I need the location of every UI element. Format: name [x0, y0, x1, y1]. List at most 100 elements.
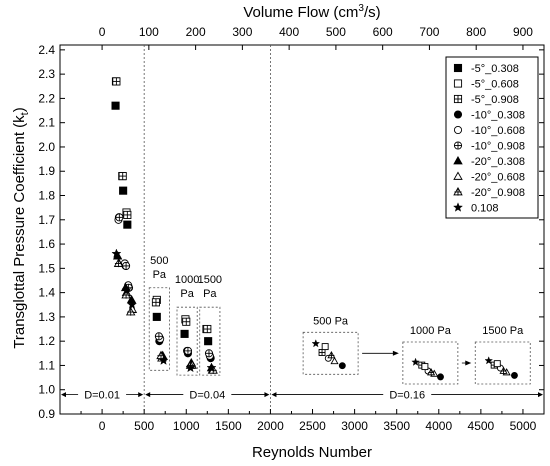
legend-item: -20°_0.308: [453, 155, 525, 168]
y-tick-label: 0.9: [38, 407, 55, 421]
inset-box: [474, 341, 531, 385]
series-9: [111, 248, 217, 373]
data-point: [158, 355, 169, 365]
top-tick-label: 500: [326, 25, 346, 39]
legend-marker: [453, 202, 463, 212]
data-point: [111, 101, 120, 110]
top-tick-label: 0: [99, 25, 106, 39]
legend-label: -20°_0.308: [471, 156, 525, 168]
cluster-label: 1000: [175, 274, 199, 286]
data-point: [182, 317, 191, 326]
legend-label: -10°_0.308: [471, 110, 525, 122]
legend-label: -20°_0.608: [471, 172, 525, 184]
legend-item: 0.108: [453, 202, 499, 215]
x-tick-label: 4000: [425, 419, 452, 433]
d-arrow-head: [264, 392, 270, 398]
inset-data-point: [511, 371, 518, 379]
y-tick-label: 2.1: [38, 116, 55, 130]
y-tick-label: 1.9: [38, 164, 55, 178]
cluster-label: 1500: [198, 274, 222, 286]
top-tick-label: 600: [373, 25, 393, 39]
data-point: [204, 337, 213, 346]
data-point: [183, 346, 192, 355]
legend-item: -10°_0.608: [453, 125, 525, 137]
x-axis-title: Reynolds Number: [252, 444, 372, 461]
inset-data-point: [311, 339, 321, 348]
legend-marker: [453, 110, 463, 119]
y-tick-label: 1.3: [38, 310, 55, 324]
legend-item: -5°_0.608: [453, 79, 519, 91]
inset-data-point: [321, 343, 329, 351]
legend-item: -5°_0.308: [453, 63, 519, 75]
top-tick-label: 100: [139, 25, 159, 39]
cluster-label: 500: [150, 255, 168, 267]
inset-data-point: [493, 360, 501, 368]
inset-data-point: [330, 356, 339, 365]
d-arrow-head: [138, 392, 144, 398]
data-point: [123, 220, 132, 229]
data-point: [180, 329, 189, 338]
inset-data-point: [484, 356, 493, 365]
d-region-label: D=0.16: [389, 390, 425, 402]
x-tick-label: 0: [99, 419, 106, 433]
data-point: [113, 258, 124, 268]
y-tick-label: 1.5: [38, 261, 55, 275]
cluster-label: Pa: [153, 269, 167, 281]
y-tick-label: 2.4: [38, 43, 55, 57]
cluster-label: Pa: [203, 288, 217, 300]
inset-points: [484, 356, 518, 379]
d-region-label: D=0.04: [189, 390, 225, 402]
inset-data-point: [427, 368, 436, 376]
data-point: [154, 332, 163, 341]
x-tick-label: 500: [134, 419, 154, 433]
x-tick-label: 2000: [257, 419, 284, 433]
x-tick-label: 3000: [341, 419, 368, 433]
inset-arrow-head: [465, 360, 472, 366]
d-arrow-head: [271, 392, 277, 398]
top-tick-label: 900: [513, 25, 533, 39]
legend-label: -5°_0.908: [471, 94, 519, 106]
data-point: [111, 248, 122, 259]
inset-data-point: [327, 351, 336, 359]
inset-label: 1000 Pa: [410, 325, 452, 337]
y-tick-label: 1.0: [38, 383, 55, 397]
data-point: [125, 306, 136, 316]
top-tick-label: 300: [232, 25, 252, 39]
data-point: [152, 312, 161, 321]
data-point: [123, 210, 132, 219]
inset-data-point: [338, 362, 346, 370]
guides: D=0.01 D=0.04 D=0.16: [61, 45, 543, 414]
data-point: [204, 349, 214, 358]
d-arrow-head: [145, 392, 151, 398]
inset-label: 1500 Pa: [482, 325, 524, 337]
d-arrow-head: [61, 392, 66, 398]
inset-data-point: [318, 349, 326, 356]
legend-marker: [453, 155, 463, 165]
inset-points: [311, 339, 346, 370]
y-tick-label: 2.0: [38, 140, 55, 154]
axes: Reynolds Number Volume Flow (cm3/s) Tran…: [11, 3, 545, 461]
legend: -5°_0.308 -5°_0.608 -5°_0.908 -10°_0.308 -10…: [445, 56, 539, 219]
y-tick-label: 2.3: [38, 67, 55, 81]
top-tick-label: 200: [186, 25, 206, 39]
legend-item: -10°_0.908: [453, 141, 525, 153]
inset-points: [411, 357, 444, 381]
insets: 500 Pa 1000 Pa 1500 Pa 500 Pa 1000 Pa 1500 Pa: [148, 255, 531, 385]
legend-label: -20°_0.908: [471, 187, 525, 199]
legend-item: -10°_0.308: [453, 110, 525, 122]
legend-marker: [453, 141, 463, 150]
cluster-label: Pa: [180, 288, 194, 300]
data-point: [122, 261, 131, 270]
cluster-box: [148, 287, 170, 371]
legend-marker: [453, 79, 463, 88]
data-point: [185, 362, 196, 373]
d-arrow-head: [538, 392, 543, 398]
y-tick-label: 1.8: [38, 189, 55, 203]
data-point: [119, 186, 128, 195]
x-tick-label: 5000: [510, 419, 537, 433]
inset-arrow-head: [392, 350, 399, 356]
top-tick-label: 800: [466, 25, 486, 39]
legend-label: 0.108: [471, 203, 499, 215]
legend-label: -5°_0.608: [471, 79, 519, 91]
